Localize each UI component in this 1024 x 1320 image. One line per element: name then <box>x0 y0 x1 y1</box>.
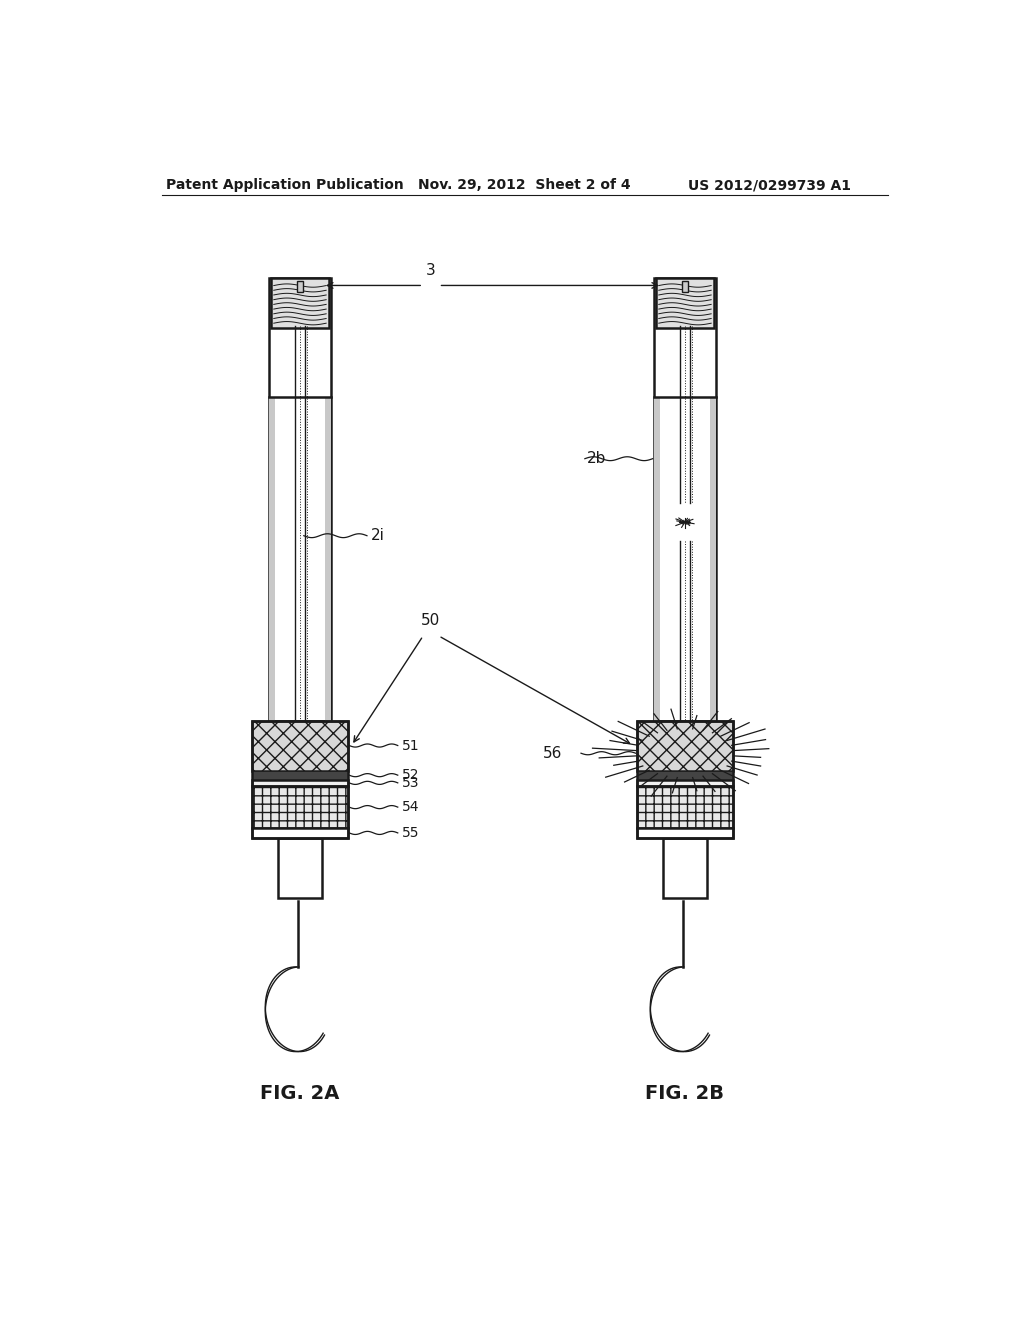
Text: 56: 56 <box>543 746 562 760</box>
Bar <box>637 785 733 829</box>
Text: FIG. 2A: FIG. 2A <box>260 1085 340 1104</box>
Text: 55: 55 <box>401 826 419 840</box>
Text: US 2012/0299739 A1: US 2012/0299739 A1 <box>688 178 851 193</box>
Text: 3: 3 <box>426 263 436 277</box>
Bar <box>637 721 733 771</box>
Text: 51: 51 <box>401 738 419 752</box>
Bar <box>252 771 348 780</box>
Bar <box>710 397 716 721</box>
Bar <box>269 277 331 721</box>
Text: Nov. 29, 2012  Sheet 2 of 4: Nov. 29, 2012 Sheet 2 of 4 <box>419 178 631 193</box>
Bar <box>297 281 303 292</box>
Text: 2b: 2b <box>587 451 606 466</box>
Text: Patent Application Publication: Patent Application Publication <box>166 178 403 193</box>
Bar <box>664 838 707 898</box>
Bar <box>270 277 330 327</box>
Bar <box>637 829 733 838</box>
Bar <box>279 838 322 898</box>
Text: 52: 52 <box>401 768 419 783</box>
Bar <box>252 780 348 785</box>
Bar <box>637 780 733 785</box>
Bar <box>252 721 348 771</box>
Text: FIG. 2B: FIG. 2B <box>645 1085 724 1104</box>
Bar <box>655 277 714 327</box>
Bar <box>252 785 348 829</box>
Bar <box>252 829 348 838</box>
Bar <box>252 721 348 838</box>
Bar <box>654 277 716 721</box>
Text: 53: 53 <box>401 776 419 789</box>
Bar <box>637 771 733 780</box>
Text: 54: 54 <box>401 800 419 814</box>
Bar <box>654 397 660 721</box>
Text: 2i: 2i <box>371 528 385 544</box>
Bar <box>325 397 331 721</box>
Bar <box>682 281 688 292</box>
Text: 50: 50 <box>421 612 440 628</box>
Bar <box>637 721 733 838</box>
Bar <box>269 397 275 721</box>
